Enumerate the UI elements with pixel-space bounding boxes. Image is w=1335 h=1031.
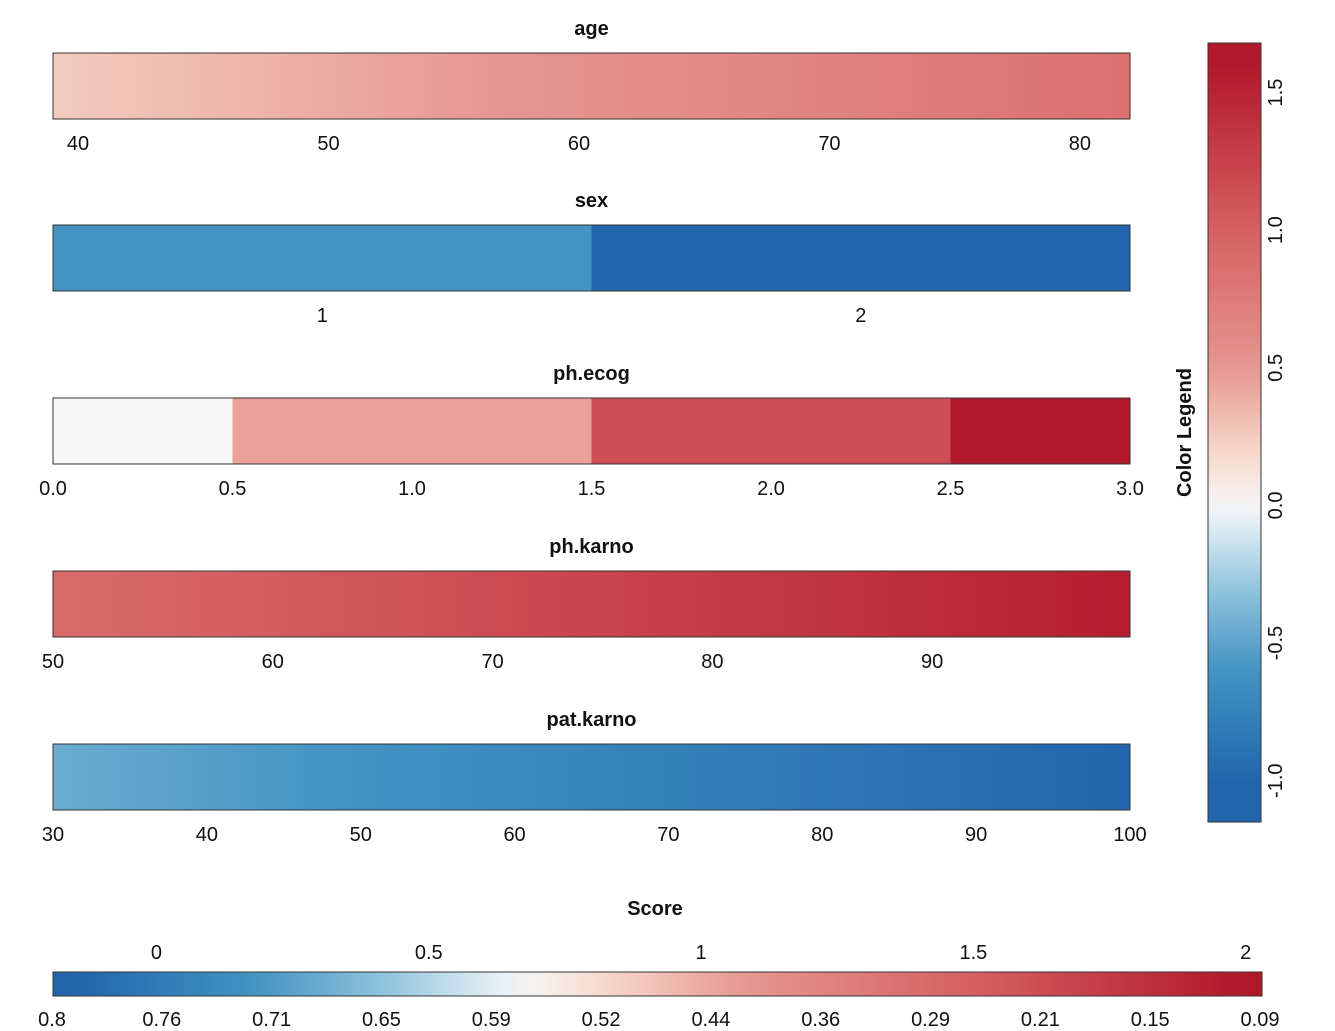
- bar-border: [52, 743, 1131, 811]
- score-bottom-tick-label: 0.36: [801, 1009, 840, 1031]
- score-top-tick-label: 0: [151, 942, 162, 964]
- score-top-tick-label: 1.5: [959, 942, 987, 964]
- score-bottom-tick-label: 0.44: [691, 1009, 730, 1031]
- color-legend-bar: [1207, 42, 1262, 823]
- segment-bar: [591, 225, 1130, 291]
- score-bottom-tick-label: 0.71: [252, 1009, 291, 1031]
- color-legend: -1.0 -0.5 0.0 0.5 1.0 1.5 Color Legend: [1174, 42, 1287, 823]
- legend-tick-label: 0.0: [1265, 492, 1287, 520]
- score-bottom-tick-label: 0.29: [911, 1009, 950, 1031]
- legend-tick-label: -1.0: [1265, 763, 1287, 797]
- score-top-tick-label: 2: [1240, 942, 1251, 964]
- tick-label: 70: [818, 133, 840, 155]
- bar-border: [52, 570, 1131, 638]
- score-bottom-tick-label: 0.8: [38, 1009, 66, 1031]
- panel-ph-ecog: ph.ecog 0.0 0.5 1.0 1.5 2.0 2.5 3.0: [39, 363, 1144, 500]
- panel-title: pat.karno: [546, 709, 636, 731]
- tick-label: 100: [1113, 824, 1146, 846]
- score-bottom-tick-label: 0.15: [1131, 1009, 1170, 1031]
- panel-title: ph.ecog: [553, 363, 630, 385]
- gradient-bar: [53, 571, 1130, 637]
- legend-tick-label: -0.5: [1265, 626, 1287, 660]
- panel-title: sex: [575, 190, 608, 212]
- tick-label: 1.0: [398, 478, 426, 500]
- segment-bar: [232, 398, 592, 464]
- tick-label: 50: [42, 651, 64, 673]
- gradient-bar: [53, 744, 1130, 810]
- score-top-tick-label: 0.5: [415, 942, 443, 964]
- feature-panels: age 40 50 60 70 80 sex 1 2 ph.ecog 0.0 0.5 1.0 1.5 2.0…: [39, 18, 1147, 846]
- tick-label: 0.0: [39, 478, 67, 500]
- tick-label: 50: [317, 133, 339, 155]
- tick-label: 30: [42, 824, 64, 846]
- legend-tick-label: 0.5: [1265, 354, 1287, 382]
- tick-label: 2: [855, 305, 866, 327]
- panel-pat-karno: pat.karno 30 40 50 60 70 80 90 100: [42, 709, 1147, 846]
- score-bottom-tick-label: 0.09: [1241, 1009, 1280, 1031]
- tick-label: 90: [965, 824, 987, 846]
- tick-label: 80: [701, 651, 723, 673]
- score-bottom-tick-label: 0.21: [1021, 1009, 1060, 1031]
- tick-label: 50: [350, 824, 372, 846]
- tick-label: 90: [921, 651, 943, 673]
- tick-label: 70: [657, 824, 679, 846]
- legend-tick-label: 1.5: [1265, 79, 1287, 107]
- segment-bar: [950, 398, 1130, 464]
- panel-sex: sex 1 2: [52, 190, 1131, 327]
- tick-label: 60: [503, 824, 525, 846]
- tick-label: 80: [811, 824, 833, 846]
- score-top-tick-label: 1: [696, 942, 707, 964]
- score-bottom-tick-label: 0.76: [142, 1009, 181, 1031]
- tick-label: 70: [481, 651, 503, 673]
- bar-border: [52, 52, 1131, 120]
- segment-bar: [53, 398, 233, 464]
- panel-title: age: [574, 18, 608, 40]
- tick-label: 1.5: [578, 478, 606, 500]
- tick-label: 80: [1069, 133, 1091, 155]
- tick-label: 40: [67, 133, 89, 155]
- segment-bar: [591, 398, 951, 464]
- tick-label: 2.0: [757, 478, 785, 500]
- score-bottom-tick-label: 0.52: [582, 1009, 621, 1031]
- score-bottom-tick-label: 0.59: [472, 1009, 511, 1031]
- tick-label: 40: [196, 824, 218, 846]
- legend-tick-label: 1.0: [1265, 216, 1287, 244]
- tick-label: 60: [568, 133, 590, 155]
- score-bottom-tick-label: 0.65: [362, 1009, 401, 1031]
- tick-label: 60: [262, 651, 284, 673]
- bar-border: [52, 397, 1131, 465]
- tick-label: 2.5: [937, 478, 965, 500]
- panel-ph-karno: ph.karno 50 60 70 80 90: [42, 536, 1131, 673]
- bar-border: [52, 224, 1131, 292]
- tick-label: 1: [317, 305, 328, 327]
- tick-label: 3.0: [1116, 478, 1144, 500]
- panel-title: ph.karno: [549, 536, 633, 558]
- gradient-bar: [53, 53, 1130, 119]
- panel-age: age 40 50 60 70 80: [52, 18, 1131, 155]
- score-legend-bar: [52, 971, 1263, 997]
- score-legend: Score 0 0.5 1 1.5 2 0.8 0.76 0.71 0.65 0.59 0.52 0.4…: [38, 898, 1279, 1031]
- tick-label: 0.5: [219, 478, 247, 500]
- color-legend-title: Color Legend: [1174, 368, 1196, 497]
- score-legend-title: Score: [627, 898, 683, 920]
- segment-bar: [53, 225, 592, 291]
